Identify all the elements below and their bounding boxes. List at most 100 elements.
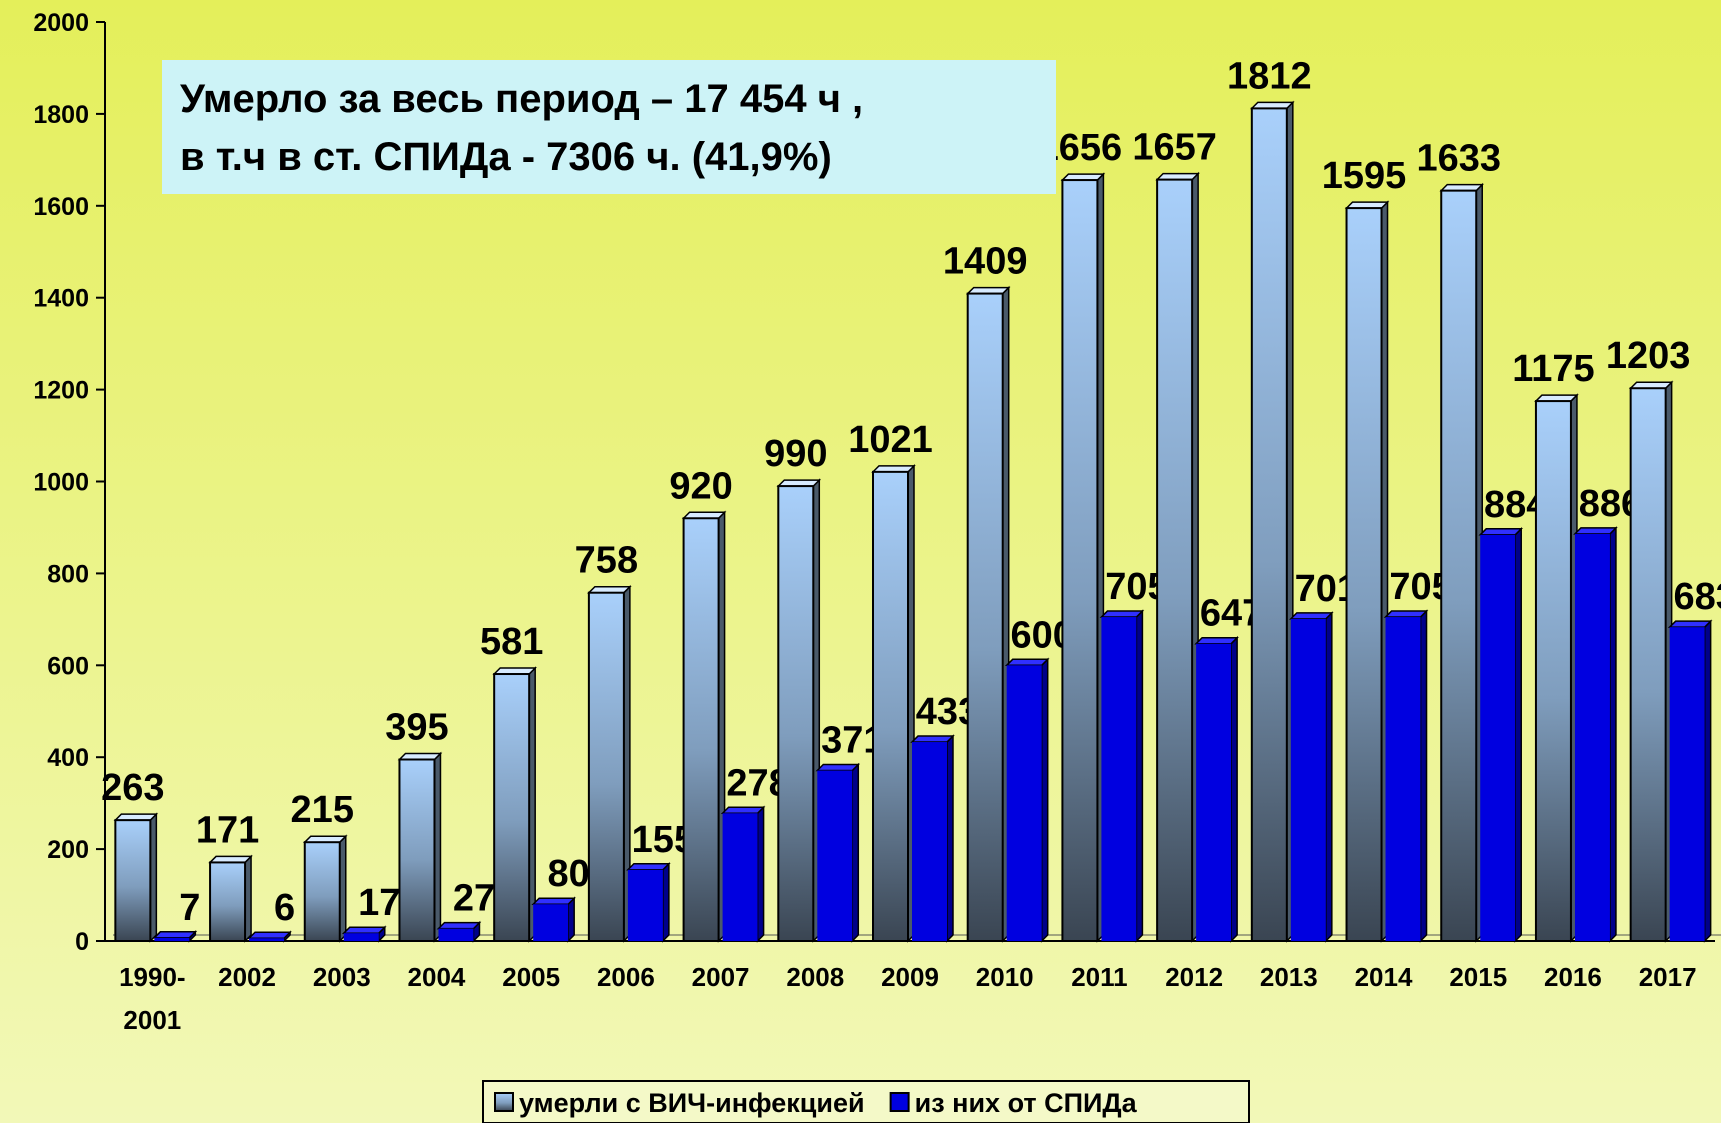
y-tick-label: 1800: [33, 101, 89, 129]
bar-top: [1194, 636, 1239, 645]
bar: [817, 770, 853, 941]
bar-side: [662, 861, 670, 943]
value-label: 7: [179, 887, 200, 929]
y-tick-label: 1200: [33, 377, 89, 405]
value-label: 1203: [1606, 335, 1691, 377]
legend-swatch: [889, 1092, 910, 1112]
bar-top: [341, 926, 387, 934]
bar: [1440, 189, 1478, 943]
bar: [722, 813, 758, 941]
bar: [1629, 387, 1667, 942]
bar: [1385, 617, 1421, 941]
bar-top: [152, 931, 198, 939]
value-label: 1812: [1227, 55, 1312, 97]
y-tick-label: 1600: [33, 193, 89, 221]
value-label: 1409: [943, 241, 1028, 283]
legend-label: из них от СПИДа: [915, 1088, 1138, 1118]
value-label: 1021: [848, 419, 933, 461]
x-tick-label: 2017: [1639, 962, 1697, 992]
bar-side: [756, 805, 765, 943]
y-tick-label: 1400: [33, 285, 89, 313]
bar-top: [1099, 610, 1145, 618]
bar: [533, 904, 569, 941]
bar: [627, 869, 663, 941]
bar-top: [815, 763, 861, 772]
bar: [1574, 533, 1610, 941]
bar: [1196, 643, 1232, 941]
bar: [1669, 627, 1705, 941]
annotation-line: в т.ч в ст. СПИДа - 7306 ч. (41,9%): [180, 135, 832, 179]
y-tick-label: 400: [47, 744, 89, 772]
y-tick-label: 2000: [33, 9, 89, 37]
bar-side: [1135, 609, 1144, 943]
value-label: 990: [764, 433, 827, 475]
bar: [966, 292, 1004, 942]
x-tick-label: 2010: [976, 962, 1034, 992]
bar: [343, 933, 379, 941]
value-label: 920: [669, 465, 732, 507]
bar-top: [1289, 612, 1334, 620]
bar-top: [910, 735, 955, 743]
y-tick-label: 200: [47, 836, 89, 864]
y-tick-label: 0: [75, 928, 89, 956]
bar-side: [1514, 526, 1522, 943]
bar: [587, 591, 625, 942]
x-tick-label: 2012: [1165, 962, 1223, 992]
bar-top: [626, 863, 671, 871]
y-tick-label: 1000: [33, 469, 89, 497]
value-label: 395: [385, 706, 448, 748]
x-tick-label: 2008: [786, 962, 844, 992]
value-label: 215: [291, 789, 354, 831]
value-label: 17: [358, 882, 400, 924]
bar-side: [1419, 609, 1428, 943]
bar-side: [1609, 526, 1617, 943]
bar-side: [1325, 611, 1333, 943]
x-tick-label: 2009: [881, 962, 939, 992]
bar: [493, 673, 531, 943]
value-label: 758: [575, 540, 638, 582]
bar: [1006, 665, 1042, 941]
x-tick-label: 2004: [408, 962, 466, 992]
plot: 0 200 400 600 800 1000 1200 1400 1600 1800 2000 263…: [33, 9, 1721, 1035]
x-tick-label: 2013: [1260, 962, 1318, 992]
bar-top: [247, 931, 292, 939]
bar: [912, 742, 947, 941]
bar-top: [720, 806, 766, 815]
bar: [682, 517, 720, 942]
bar-side: [1230, 635, 1238, 943]
bar-top: [436, 921, 482, 930]
bar: [1290, 618, 1326, 941]
bar-side: [1703, 619, 1712, 943]
x-tick-label: 2014: [1355, 962, 1413, 992]
bar: [1480, 534, 1516, 941]
x-tick-label: 2005: [502, 962, 560, 992]
bar: [777, 485, 815, 942]
x-tick-label: 2015: [1449, 962, 1507, 992]
value-label: 1175: [1512, 348, 1594, 390]
y-tick-label: 800: [47, 560, 89, 588]
x-tick-label: 2011: [1071, 962, 1127, 992]
bar: [209, 861, 247, 942]
legend-box: [482, 1080, 1250, 1123]
bar-side: [946, 734, 954, 943]
bar-side: [567, 896, 575, 943]
bar: [154, 937, 190, 941]
value-label: 263: [101, 767, 164, 809]
bar: [1250, 107, 1288, 943]
bar-top: [531, 897, 576, 905]
bar: [1345, 207, 1383, 943]
x-tick-label: 1990-2001: [119, 962, 186, 1035]
bar-top: [1004, 658, 1050, 667]
bar: [438, 928, 474, 941]
bar: [1101, 617, 1137, 941]
value-label: 1595: [1322, 155, 1407, 197]
value-label: 27: [453, 878, 495, 920]
x-tick-label: 2003: [313, 962, 371, 992]
bar: [1534, 400, 1572, 942]
bar: [398, 758, 436, 942]
y-tick-label: 600: [47, 652, 89, 680]
value-label: 1633: [1416, 138, 1501, 180]
value-label: 581: [480, 621, 543, 663]
